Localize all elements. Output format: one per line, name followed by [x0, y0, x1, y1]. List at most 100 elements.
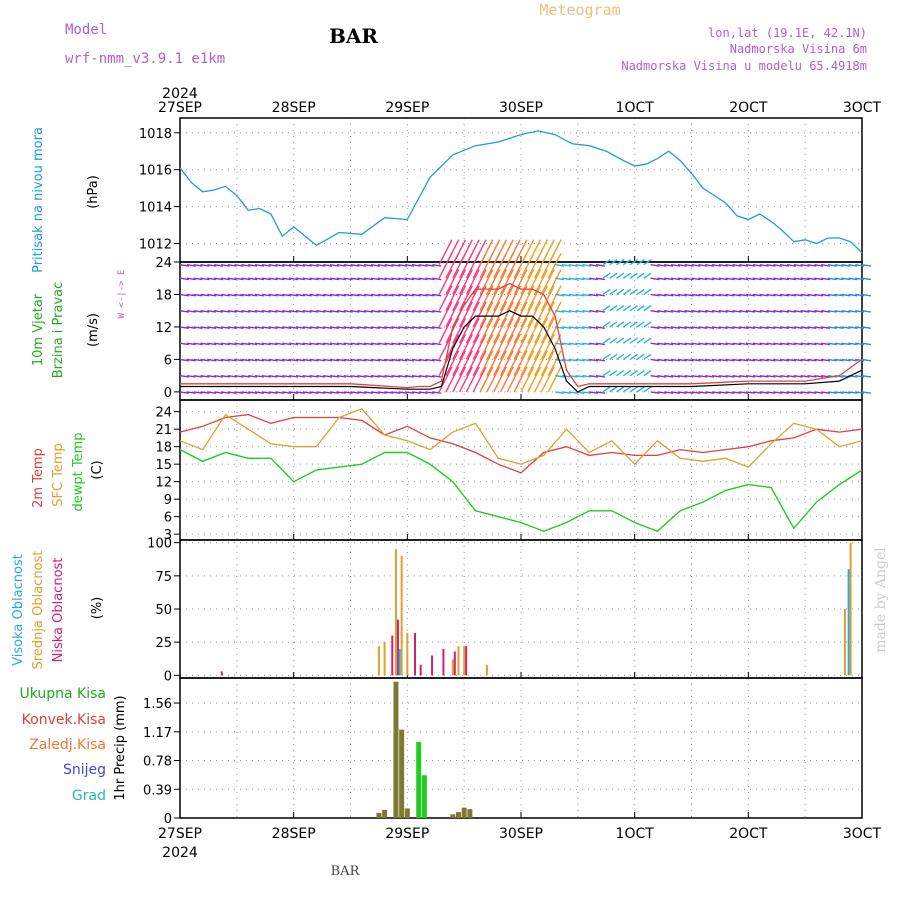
wind-arrow	[486, 301, 501, 328]
wind-arrow	[643, 288, 652, 296]
wind-arrow	[302, 310, 312, 313]
wind-arrow	[404, 277, 415, 281]
wind-arrow	[179, 277, 190, 281]
tsfc-line	[179, 408, 863, 468]
wind-arrow	[479, 285, 494, 312]
wind-arrow	[664, 326, 674, 329]
wind-arrow	[295, 310, 305, 313]
wind-arrow	[732, 358, 742, 362]
wind-arrow	[418, 264, 428, 267]
wind-arrow	[432, 277, 442, 281]
wind-arrow	[493, 269, 508, 295]
precip-legend: Ukupna Kisa Konvek.Kisa Zaledj.Kisa Snijeg G…	[19, 686, 106, 804]
wind-arrow	[814, 391, 824, 394]
wind-arrow	[820, 358, 831, 362]
wind-arrow	[275, 358, 285, 362]
wind-arrow	[622, 321, 632, 328]
wind-arrow	[800, 277, 810, 281]
wind-arrow	[800, 342, 810, 346]
wind-arrow	[861, 277, 872, 281]
wind-arrow	[664, 277, 674, 281]
wind-arrow	[458, 350, 473, 376]
wind-arrow	[323, 326, 333, 329]
wind-arrow	[534, 269, 548, 295]
wind-arrow	[527, 285, 542, 312]
wind-arrow	[370, 391, 380, 394]
wind-arrow	[780, 264, 790, 267]
wind-arrow	[780, 391, 790, 394]
wind-arrow	[398, 358, 408, 362]
wind-arrow	[725, 277, 735, 281]
wind-arrow	[282, 374, 292, 378]
wind-arrow	[725, 358, 735, 362]
wind-arrow	[684, 342, 694, 346]
wind-arrow	[350, 277, 360, 281]
wind-arrow	[636, 386, 645, 393]
wind-arrow	[622, 272, 632, 279]
wind-arrow	[793, 326, 803, 329]
wind-arrow	[684, 310, 694, 313]
wind-arrow	[786, 326, 796, 329]
panels: 1012 1014 1016 1018 0 6 12 18 24 3 6 9 12 15 18 21 24 0 25…	[139, 117, 872, 827]
wind-arrow	[732, 342, 742, 346]
wind-arrow	[636, 369, 645, 377]
wind-arrow	[404, 264, 415, 267]
wind-arrow	[705, 326, 715, 329]
wind-arrow	[248, 264, 258, 267]
cloud-low-bar	[220, 671, 223, 676]
wind-arrow	[268, 264, 278, 267]
wind-arrow	[384, 391, 394, 394]
wind-arrow	[589, 326, 599, 329]
wind-arrow	[425, 293, 435, 297]
wind-arrow	[472, 334, 487, 360]
wind-arrow	[861, 264, 872, 267]
wind-arrow	[684, 358, 694, 362]
wind-arrow	[404, 326, 415, 329]
wind-arrow	[343, 277, 353, 281]
tsfc-axis-title: SFC Temp	[51, 443, 66, 507]
wind-arrow	[329, 310, 340, 313]
y-tick-label: 1.17	[143, 726, 172, 741]
wind-arrow	[384, 358, 394, 362]
cloud-low-bar	[465, 646, 468, 676]
cloud-mid-bar	[400, 555, 403, 676]
wind-arrow	[458, 317, 473, 344]
wind-arrow	[540, 269, 555, 295]
wind-arrow	[718, 326, 728, 329]
wind-arrow	[295, 374, 305, 378]
wind-arrow	[207, 374, 217, 378]
wind-arrow	[472, 239, 487, 266]
wind-arrow	[329, 293, 340, 297]
wind-arrow	[766, 342, 776, 346]
wind-arrow	[745, 310, 756, 313]
wind-arrow	[725, 310, 735, 313]
wind-arrow	[261, 391, 271, 394]
wind-arrow	[861, 391, 872, 394]
wind-arrow	[664, 342, 674, 346]
wind-arrow	[336, 358, 346, 362]
wind-arrow	[711, 358, 721, 362]
wind-arrow	[807, 293, 817, 297]
wind-arrow	[595, 310, 606, 313]
wind-arrow	[479, 350, 494, 376]
panel-frame	[179, 677, 863, 819]
wind-arrow	[759, 293, 769, 297]
wind-arrow	[336, 310, 346, 313]
wind-arrow	[568, 358, 578, 362]
wind-arrow	[616, 272, 625, 279]
wind-arrow	[827, 293, 837, 297]
wind-arrow	[759, 342, 769, 346]
wind-arrow	[364, 293, 374, 297]
wind-arrow	[513, 269, 528, 295]
wind-arrow	[554, 293, 565, 297]
wind-arrow	[384, 264, 394, 267]
wind-arrow	[513, 285, 528, 312]
wind-arrow	[458, 269, 473, 295]
wind-arrow	[718, 293, 728, 297]
wind-arrow	[855, 264, 865, 267]
wind-arrow	[698, 310, 708, 313]
wind-arrow	[438, 269, 453, 295]
wind-arrow	[404, 342, 415, 346]
wind-arrow	[357, 374, 367, 378]
wind-arrow	[650, 310, 660, 313]
